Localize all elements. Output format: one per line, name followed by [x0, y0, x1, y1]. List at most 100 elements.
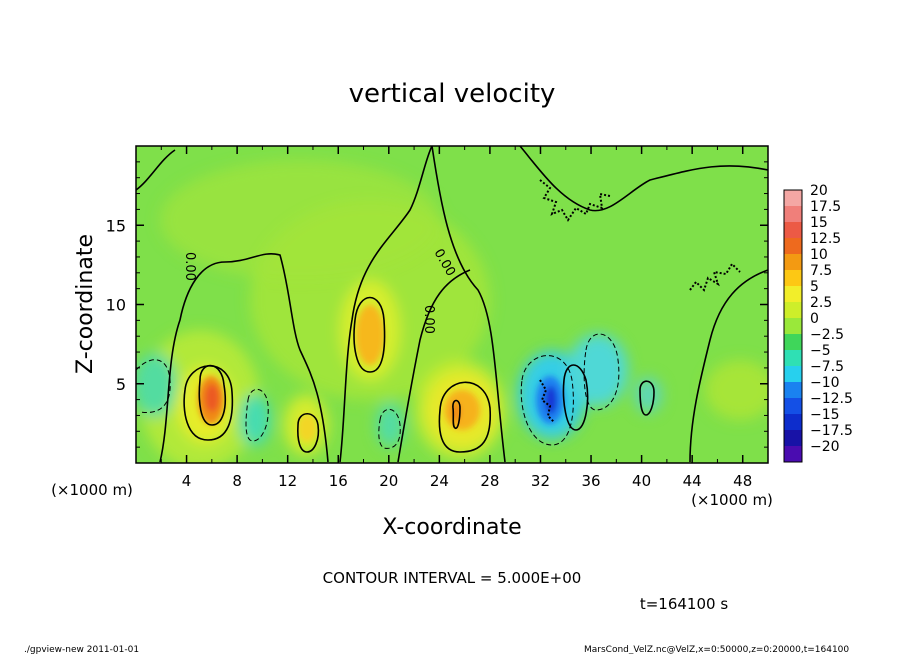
- contour-zero: [562, 364, 589, 431]
- contour-label: 0.00: [182, 252, 197, 281]
- x-tick-label: 12: [278, 472, 297, 490]
- y-axis-title: Z-coordinate: [73, 234, 98, 374]
- footer-right: MarsCond_VelZ.nc@VelZ,x=0:50000,z=0:2000…: [584, 645, 849, 654]
- colorbar-label: 7.5: [810, 263, 832, 279]
- colorbar-swatch: [784, 334, 802, 351]
- colorbar-label: 5: [810, 279, 819, 295]
- colorbar-swatch: [784, 206, 802, 223]
- noise-line: [689, 262, 741, 292]
- colorbar-label: 15: [810, 215, 828, 231]
- contour-zero: [431, 146, 506, 463]
- colorbar-frame: [783, 189, 803, 463]
- x-unit-right: (×1000 m): [691, 491, 773, 509]
- noise-line: [539, 179, 611, 222]
- colorbar-label: 2.5: [810, 295, 832, 311]
- colorbar-label: −20: [810, 439, 840, 455]
- colorbar-label: −2.5: [810, 327, 844, 343]
- colorbar-label: 12.5: [810, 231, 841, 247]
- y-tick-label: 15: [106, 216, 126, 235]
- contour-5: [353, 296, 386, 373]
- field-core: [545, 386, 557, 414]
- colorbar-swatch: [784, 446, 802, 463]
- colorbar-swatch: [784, 398, 802, 415]
- x-unit-left: (×1000 m): [51, 481, 133, 499]
- colorbar-label: −10: [810, 375, 840, 391]
- colorbar-label: 17.5: [810, 199, 841, 215]
- x-axis: 4 8 12 16 20 24 28 32 36 40 44 48: [160, 146, 752, 490]
- x-tick-label: 20: [379, 472, 398, 490]
- field-core: [205, 384, 219, 412]
- colorbar-label: −12.5: [810, 391, 853, 407]
- contour-zero: [397, 269, 471, 463]
- contour-neg: [520, 355, 574, 446]
- x-tick-label: 28: [480, 472, 499, 490]
- chart-title: vertical velocity: [349, 79, 556, 109]
- x-tick-label: 36: [581, 472, 600, 490]
- contour-5: [183, 365, 234, 441]
- contour-interval: CONTOUR INTERVAL = 5.000E+00: [323, 569, 582, 587]
- contour-label: 0.00: [421, 305, 436, 334]
- colorbar-swatch: [784, 414, 802, 431]
- y-tick-label: 5: [116, 375, 126, 394]
- colorbar-label: 10: [810, 247, 828, 263]
- colorbar-label: 20: [810, 183, 828, 199]
- x-tick-label: 32: [531, 472, 550, 490]
- contour-zero: [689, 269, 768, 463]
- colorbar-label: −17.5: [810, 423, 853, 439]
- contour-5: [438, 381, 492, 453]
- field-band: [136, 353, 177, 417]
- field-band: [705, 360, 768, 420]
- contour-zero: [339, 146, 433, 463]
- contour-neg: [583, 333, 620, 411]
- colorbar-swatch: [784, 382, 802, 399]
- x-axis-title: X-coordinate: [382, 515, 521, 540]
- colorbar-swatch: [784, 318, 802, 335]
- heatmap-field: [136, 146, 768, 463]
- field-band: [634, 377, 662, 413]
- field-band: [239, 394, 271, 446]
- contour-10: [452, 399, 461, 430]
- y-tick-label: 10: [106, 296, 126, 315]
- contour-lines: [136, 146, 768, 463]
- noise-line: [539, 379, 555, 423]
- contour-negative: [136, 333, 620, 449]
- contour-neg: [136, 359, 171, 414]
- contour-noise: [539, 179, 741, 423]
- time-label: t=164100 s: [640, 595, 728, 613]
- x-tick-label: 44: [683, 472, 702, 490]
- colorbar-label: −7.5: [810, 359, 844, 375]
- x-tick-label: 16: [329, 472, 348, 490]
- x-tick-label: 24: [430, 472, 449, 490]
- y-axis: 5 10 15: [106, 161, 768, 448]
- colorbar-swatch: [784, 254, 802, 271]
- colorbar-swatch: [784, 430, 802, 447]
- contour-zero: [159, 253, 329, 463]
- colorbar-label: −15: [810, 407, 840, 423]
- contour-5: [297, 412, 320, 453]
- field-core: [356, 305, 384, 365]
- colorbar: 2017.51512.5107.552.50−2.5−5−7.5−10−12.5…: [783, 183, 853, 463]
- colorbar-label: −5: [810, 343, 831, 359]
- colorbar-swatch: [784, 190, 802, 207]
- x-tick-label: 48: [733, 472, 752, 490]
- colorbar-label: 0: [810, 311, 819, 327]
- contour-zero: [639, 380, 655, 416]
- colorbar-swatch: [784, 270, 802, 287]
- x-tick-label: 8: [232, 472, 242, 490]
- x-tick-label: 4: [182, 472, 192, 490]
- field-band: [160, 160, 440, 280]
- contour-neg: [245, 388, 269, 442]
- colorbar-swatch: [784, 222, 802, 239]
- field-core: [444, 390, 480, 430]
- contour-neg: [378, 408, 401, 449]
- footer-left: ./gpview-new 2011-01-01: [24, 645, 139, 654]
- colorbar-swatch: [784, 286, 802, 303]
- field-core: [298, 414, 316, 442]
- colorbar-swatch: [784, 238, 802, 255]
- contour-zero: [519, 146, 768, 212]
- field-band: [568, 334, 628, 406]
- colorbar-swatch: [784, 302, 802, 319]
- contour-zero: [136, 149, 176, 191]
- colorbar-swatch: [784, 366, 802, 383]
